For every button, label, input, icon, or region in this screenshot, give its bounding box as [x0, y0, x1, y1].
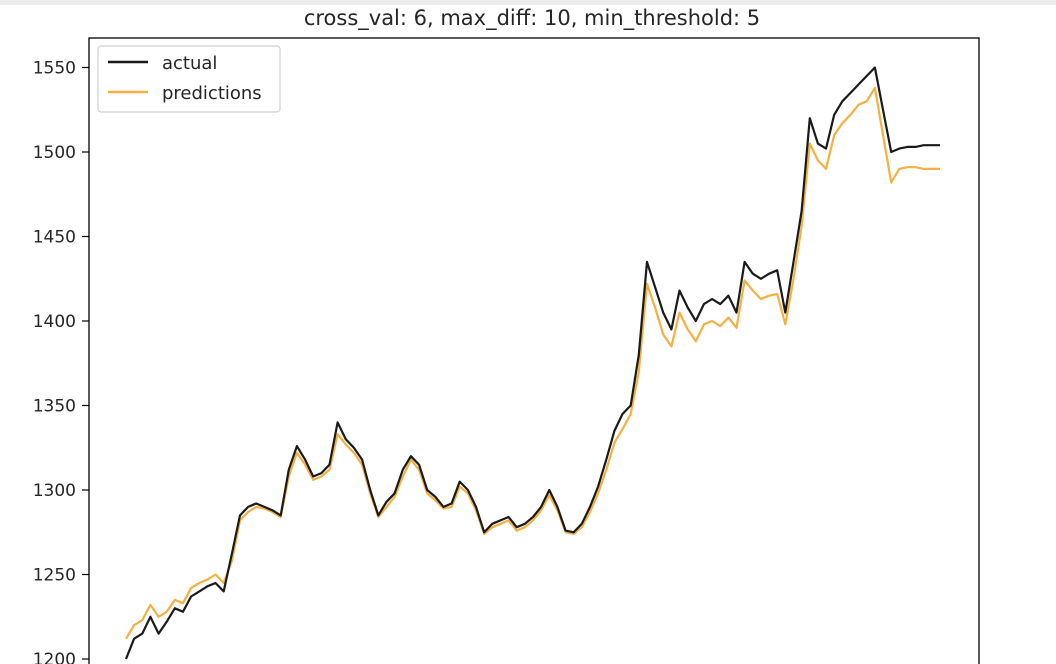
series-line-predictions [125, 86, 940, 640]
y-tick-label: 1200 [33, 650, 76, 664]
legend: actual predictions [97, 45, 281, 113]
y-tick-label: 1450 [33, 228, 76, 248]
top-strip [0, 0, 1056, 5]
chart-title: cross_val: 6, max_diff: 10, min_threshol… [304, 6, 760, 31]
series-line-actual [124, 66, 940, 660]
y-tick-label: 1300 [33, 481, 76, 501]
plot-area-frame [88, 37, 980, 664]
y-tick-label: 1550 [33, 59, 76, 79]
y-tick-label: 1250 [33, 566, 76, 586]
legend-label-predictions: predictions [162, 83, 262, 104]
y-tick-label: 1350 [33, 397, 76, 417]
y-axis: 1200 1250 1300 1350 1400 1450 1500 1550 [33, 59, 89, 664]
legend-label-actual: actual [162, 53, 217, 74]
y-tick-label: 1400 [33, 312, 76, 332]
series-lines [124, 66, 940, 660]
y-tick-label: 1500 [33, 143, 76, 163]
